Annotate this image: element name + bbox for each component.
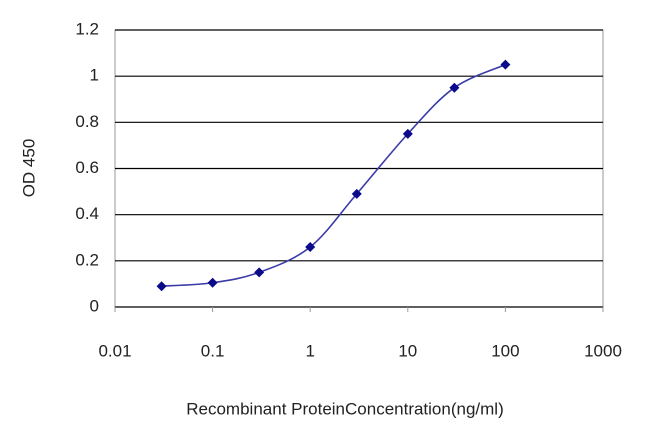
y-tick-label: 0.8 <box>75 112 99 131</box>
x-tick-label: 1 <box>305 341 314 360</box>
marker <box>449 82 460 93</box>
marker <box>156 281 167 292</box>
x-tick-label: 100 <box>491 341 519 360</box>
marker <box>351 188 362 199</box>
marker <box>402 128 413 139</box>
x-tick-label: 0.01 <box>98 341 131 360</box>
y-axis-label: OD 450 <box>19 139 38 198</box>
marker <box>254 267 265 278</box>
marker <box>305 241 316 252</box>
x-axis-label: Recombinant ProteinConcentration(ng/ml) <box>186 399 504 418</box>
y-tick-label: 1 <box>90 66 99 85</box>
y-tick-label: 0 <box>90 296 99 315</box>
series-line <box>161 63 506 288</box>
marker <box>500 59 511 70</box>
x-tick-label: 0.1 <box>201 341 225 360</box>
x-tick-label: 1000 <box>584 341 622 360</box>
y-tick-label: 1.2 <box>75 19 99 38</box>
y-tick-label: 0.4 <box>75 204 99 223</box>
y-tick-label: 0.2 <box>75 250 99 269</box>
y-tick-label: 0.6 <box>75 158 99 177</box>
x-tick-label: 10 <box>398 341 417 360</box>
marker <box>207 277 218 288</box>
